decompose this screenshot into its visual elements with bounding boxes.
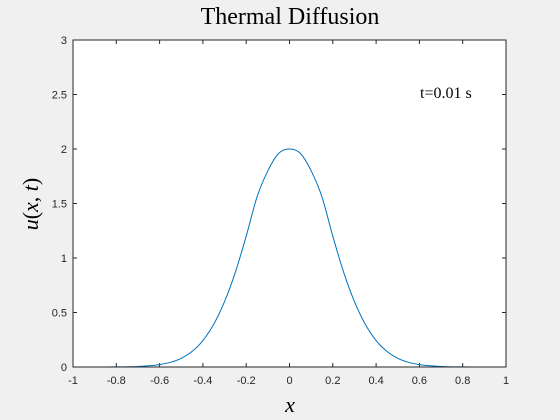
- chart-title: Thermal Diffusion: [201, 4, 380, 30]
- x-tick-label: 1: [503, 375, 509, 387]
- x-tick-label: 0.2: [325, 375, 340, 387]
- x-tick-label: -1: [68, 375, 78, 387]
- x-tick-label: 0: [286, 375, 292, 387]
- y-axis-label-t: t: [18, 184, 43, 191]
- y-tick-label: 2: [61, 144, 67, 156]
- y-tick-labels: 0 0.5 1 1.5 2 2.5 3: [52, 35, 67, 374]
- x-tick-label: 0.8: [455, 375, 470, 387]
- x-tick-label: -0.8: [107, 375, 126, 387]
- time-annotation: t=0.01 s: [420, 85, 472, 102]
- y-axis-label-x: x: [18, 202, 43, 213]
- y-axis-label: u(x, t): [18, 178, 43, 231]
- x-tick-label: -0.2: [237, 375, 256, 387]
- y-tick-label: 1.5: [52, 199, 67, 211]
- y-tick-label: 0.5: [52, 308, 67, 320]
- y-axis-label-u: u: [18, 219, 43, 230]
- x-tick-labels: -1 -0.8 -0.6 -0.4 -0.2 0 0.2 0.4 0.6 0.8 1: [68, 375, 509, 387]
- y-tick-label: 1: [61, 253, 67, 265]
- x-tick-label: 0.4: [368, 375, 383, 387]
- x-axis-label: x: [284, 392, 295, 417]
- x-tick-label: 0.6: [412, 375, 427, 387]
- y-tick-label: 2.5: [52, 90, 67, 102]
- axes-background: [73, 40, 506, 367]
- y-tick-label: 3: [61, 35, 67, 47]
- series-line: [73, 148, 506, 368]
- x-tick-label: -0.4: [193, 375, 212, 387]
- x-tick-label: -0.6: [150, 375, 169, 387]
- axes-box: [72, 39, 507, 368]
- y-tick-label: 0: [61, 362, 67, 374]
- y-axis-label-prefix: (: [18, 212, 43, 219]
- y-axis-label-suffix: ): [18, 178, 43, 185]
- y-axis-label-separator: ,: [18, 191, 43, 202]
